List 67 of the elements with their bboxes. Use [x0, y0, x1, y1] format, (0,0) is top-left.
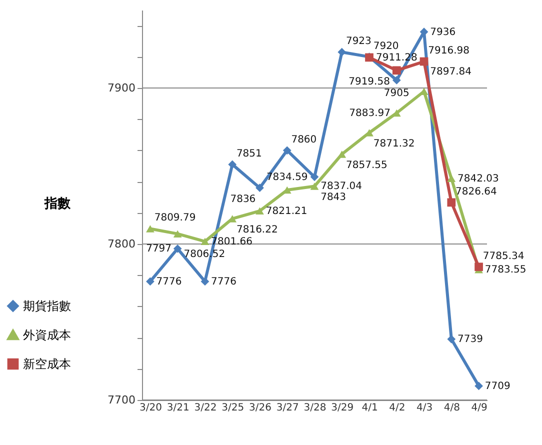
x-tick-label: 3/26 — [249, 402, 272, 414]
data-label: 7920 — [373, 40, 399, 52]
data-label: 7851 — [236, 148, 262, 160]
data-label: 7837.04 — [320, 181, 362, 192]
data-label: 7936 — [430, 26, 456, 38]
y-tick-label: 7700 — [108, 394, 136, 406]
x-tick-label: 4/2 — [389, 402, 406, 414]
x-tick-label: 4/9 — [471, 402, 488, 414]
data-label: 7809.79 — [154, 212, 196, 224]
legend-label: 外資成本 — [23, 328, 71, 342]
point — [338, 48, 346, 56]
legend-label: 期貨指數 — [23, 299, 71, 313]
point — [173, 230, 182, 238]
data-label: 7923 — [346, 36, 372, 48]
point — [173, 244, 182, 253]
point — [146, 277, 154, 286]
x-tick-label: 3/20 — [139, 402, 162, 414]
point — [447, 174, 456, 182]
data-label: 7816.22 — [236, 224, 278, 236]
data-label: 7783.55 — [484, 264, 526, 276]
point — [256, 184, 264, 192]
point — [310, 172, 319, 182]
y-tick-label: 7900 — [108, 82, 136, 94]
point — [310, 182, 319, 190]
point — [474, 382, 483, 390]
point — [392, 66, 401, 75]
data-label: 7919.58 — [348, 76, 390, 88]
data-label: 7860 — [291, 134, 317, 146]
x-tick-label: 3/22 — [194, 402, 217, 414]
x-tick-label: 3/29 — [331, 402, 354, 414]
data-label: 7883.97 — [349, 108, 391, 120]
point — [420, 57, 428, 66]
data-label: 7776 — [211, 276, 237, 288]
point — [256, 207, 264, 215]
data-label: 7709 — [484, 380, 510, 392]
data-label: 7897.84 — [430, 66, 472, 78]
point — [338, 150, 346, 158]
point — [474, 262, 483, 272]
point — [282, 146, 292, 155]
data-label: 7797 — [146, 244, 172, 255]
x-tick-label: 3/21 — [166, 402, 190, 414]
data-label: 7776 — [156, 276, 182, 288]
legend-label: 新空成本 — [23, 357, 71, 371]
data-label: 7821.21 — [266, 206, 308, 217]
point — [200, 238, 210, 246]
data-label: 7871.32 — [373, 138, 415, 150]
point — [447, 198, 456, 207]
data-label: 7916.98 — [428, 46, 470, 57]
data-label: 7836 — [230, 194, 256, 205]
data-label: 7842.03 — [458, 173, 499, 184]
x-tick-label: 3/25 — [222, 402, 244, 414]
data-label: 7739 — [457, 334, 483, 346]
y-tick-label: 7800 — [108, 238, 136, 250]
x-tick-label: 3/27 — [276, 402, 299, 414]
point — [228, 160, 237, 169]
y-axis-title: 指數 — [44, 196, 72, 212]
point — [392, 76, 401, 84]
point — [146, 225, 154, 232]
point — [200, 277, 210, 286]
data-label: 7843 — [320, 192, 346, 203]
data-label: 7857.55 — [346, 160, 388, 172]
data-label: 7905 — [384, 88, 410, 100]
x-tick-label: 3/28 — [304, 402, 326, 414]
x-tick-label: 4/3 — [416, 402, 433, 414]
x-tick-label: 4/1 — [362, 402, 378, 414]
x-tick-label: 4/8 — [444, 402, 460, 414]
data-label: 7785.34 — [482, 250, 524, 262]
